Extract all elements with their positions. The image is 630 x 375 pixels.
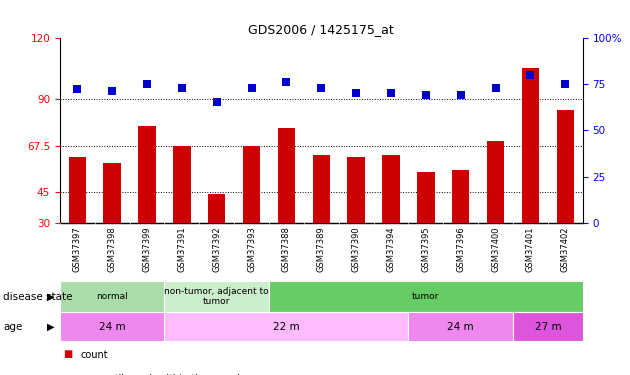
Text: ▶: ▶	[47, 322, 54, 332]
Bar	[557, 110, 574, 223]
Bar	[243, 146, 260, 223]
Point	[455, 92, 466, 98]
Text: tumor: tumor	[412, 292, 440, 301]
Bar	[164, 312, 408, 341]
Text: GSM37398: GSM37398	[108, 226, 117, 272]
Point	[525, 72, 536, 78]
Point	[246, 85, 256, 91]
Title: GDS2006 / 1425175_at: GDS2006 / 1425175_at	[248, 23, 394, 36]
Text: GSM37388: GSM37388	[282, 226, 291, 272]
Text: percentile rank within the sample: percentile rank within the sample	[81, 374, 246, 375]
Bar	[208, 194, 226, 223]
Bar	[103, 164, 121, 223]
Text: ■: ■	[63, 350, 72, 360]
Bar	[452, 170, 469, 223]
Point	[351, 90, 361, 96]
Text: GSM37389: GSM37389	[317, 226, 326, 272]
Text: GSM37402: GSM37402	[561, 226, 570, 272]
Point	[212, 99, 222, 105]
Bar	[382, 155, 399, 223]
Text: GSM37396: GSM37396	[456, 226, 465, 272]
Bar	[487, 141, 504, 223]
Bar	[348, 157, 365, 223]
Bar	[278, 128, 295, 223]
Text: GSM37391: GSM37391	[178, 226, 186, 272]
Bar	[69, 157, 86, 223]
Bar	[408, 312, 513, 341]
Text: count: count	[81, 350, 108, 360]
Text: GSM37393: GSM37393	[247, 226, 256, 272]
Point	[560, 81, 570, 87]
Point	[177, 85, 187, 91]
Text: GSM37390: GSM37390	[352, 226, 360, 272]
Text: 24 m: 24 m	[447, 322, 474, 332]
Bar	[164, 281, 269, 312]
Text: GSM37397: GSM37397	[73, 226, 82, 272]
Bar	[60, 281, 164, 312]
Bar	[312, 155, 330, 223]
Text: GSM37401: GSM37401	[526, 226, 535, 272]
Bar	[139, 126, 156, 223]
Text: 24 m: 24 m	[99, 322, 125, 332]
Text: 22 m: 22 m	[273, 322, 300, 332]
Point	[316, 85, 326, 91]
Point	[142, 81, 152, 87]
Point	[421, 92, 431, 98]
Text: GSM37395: GSM37395	[421, 226, 430, 272]
Text: normal: normal	[96, 292, 128, 301]
Text: ■: ■	[63, 374, 72, 375]
Text: GSM37392: GSM37392	[212, 226, 221, 272]
Bar	[417, 172, 435, 223]
Point	[72, 87, 83, 93]
Text: GSM37394: GSM37394	[387, 226, 396, 272]
Text: non-tumor, adjacent to
tumor: non-tumor, adjacent to tumor	[164, 287, 269, 306]
Text: GSM37399: GSM37399	[142, 226, 151, 272]
Bar	[269, 281, 583, 312]
Bar	[513, 312, 583, 341]
Point	[107, 88, 117, 94]
Point	[491, 85, 501, 91]
Text: ▶: ▶	[47, 292, 54, 302]
Text: 27 m: 27 m	[535, 322, 561, 332]
Bar	[173, 146, 190, 223]
Point	[386, 90, 396, 96]
Text: disease state: disease state	[3, 292, 72, 302]
Bar	[522, 68, 539, 223]
Point	[282, 79, 292, 85]
Text: age: age	[3, 322, 23, 332]
Bar	[60, 312, 164, 341]
Text: GSM37400: GSM37400	[491, 226, 500, 272]
